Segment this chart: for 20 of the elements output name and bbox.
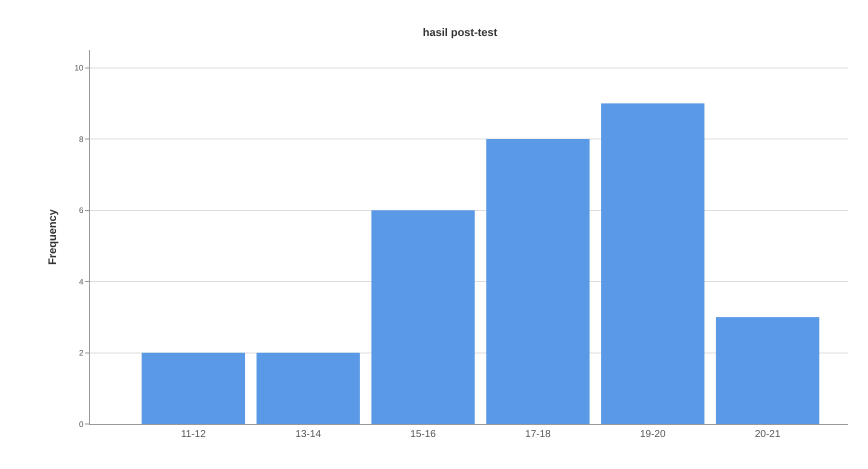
y-tick-label: 0 <box>78 420 84 429</box>
chart-title: hasil post-test <box>422 26 498 39</box>
bar <box>142 352 246 424</box>
y-tick-label: 2 <box>78 348 84 358</box>
bar <box>486 139 590 424</box>
x-tick-label: 11-12 <box>180 429 206 440</box>
y-tick-label: 6 <box>78 206 84 216</box>
x-tick-label: 15-16 <box>410 429 436 440</box>
bar <box>716 317 820 424</box>
bar <box>601 103 704 424</box>
x-tick-label: 17-18 <box>525 429 552 440</box>
y-tick-label: 8 <box>78 134 84 144</box>
x-tick-label: 20-21 <box>754 429 781 440</box>
x-tick-label: 19-20 <box>640 429 666 440</box>
bar <box>371 210 475 424</box>
x-tick-label: 13-14 <box>295 429 322 440</box>
y-tick-label: 4 <box>78 277 84 286</box>
y-axis-title: Frequency <box>47 208 60 265</box>
y-tick-label: 10 <box>74 64 84 73</box>
bar <box>256 352 360 424</box>
